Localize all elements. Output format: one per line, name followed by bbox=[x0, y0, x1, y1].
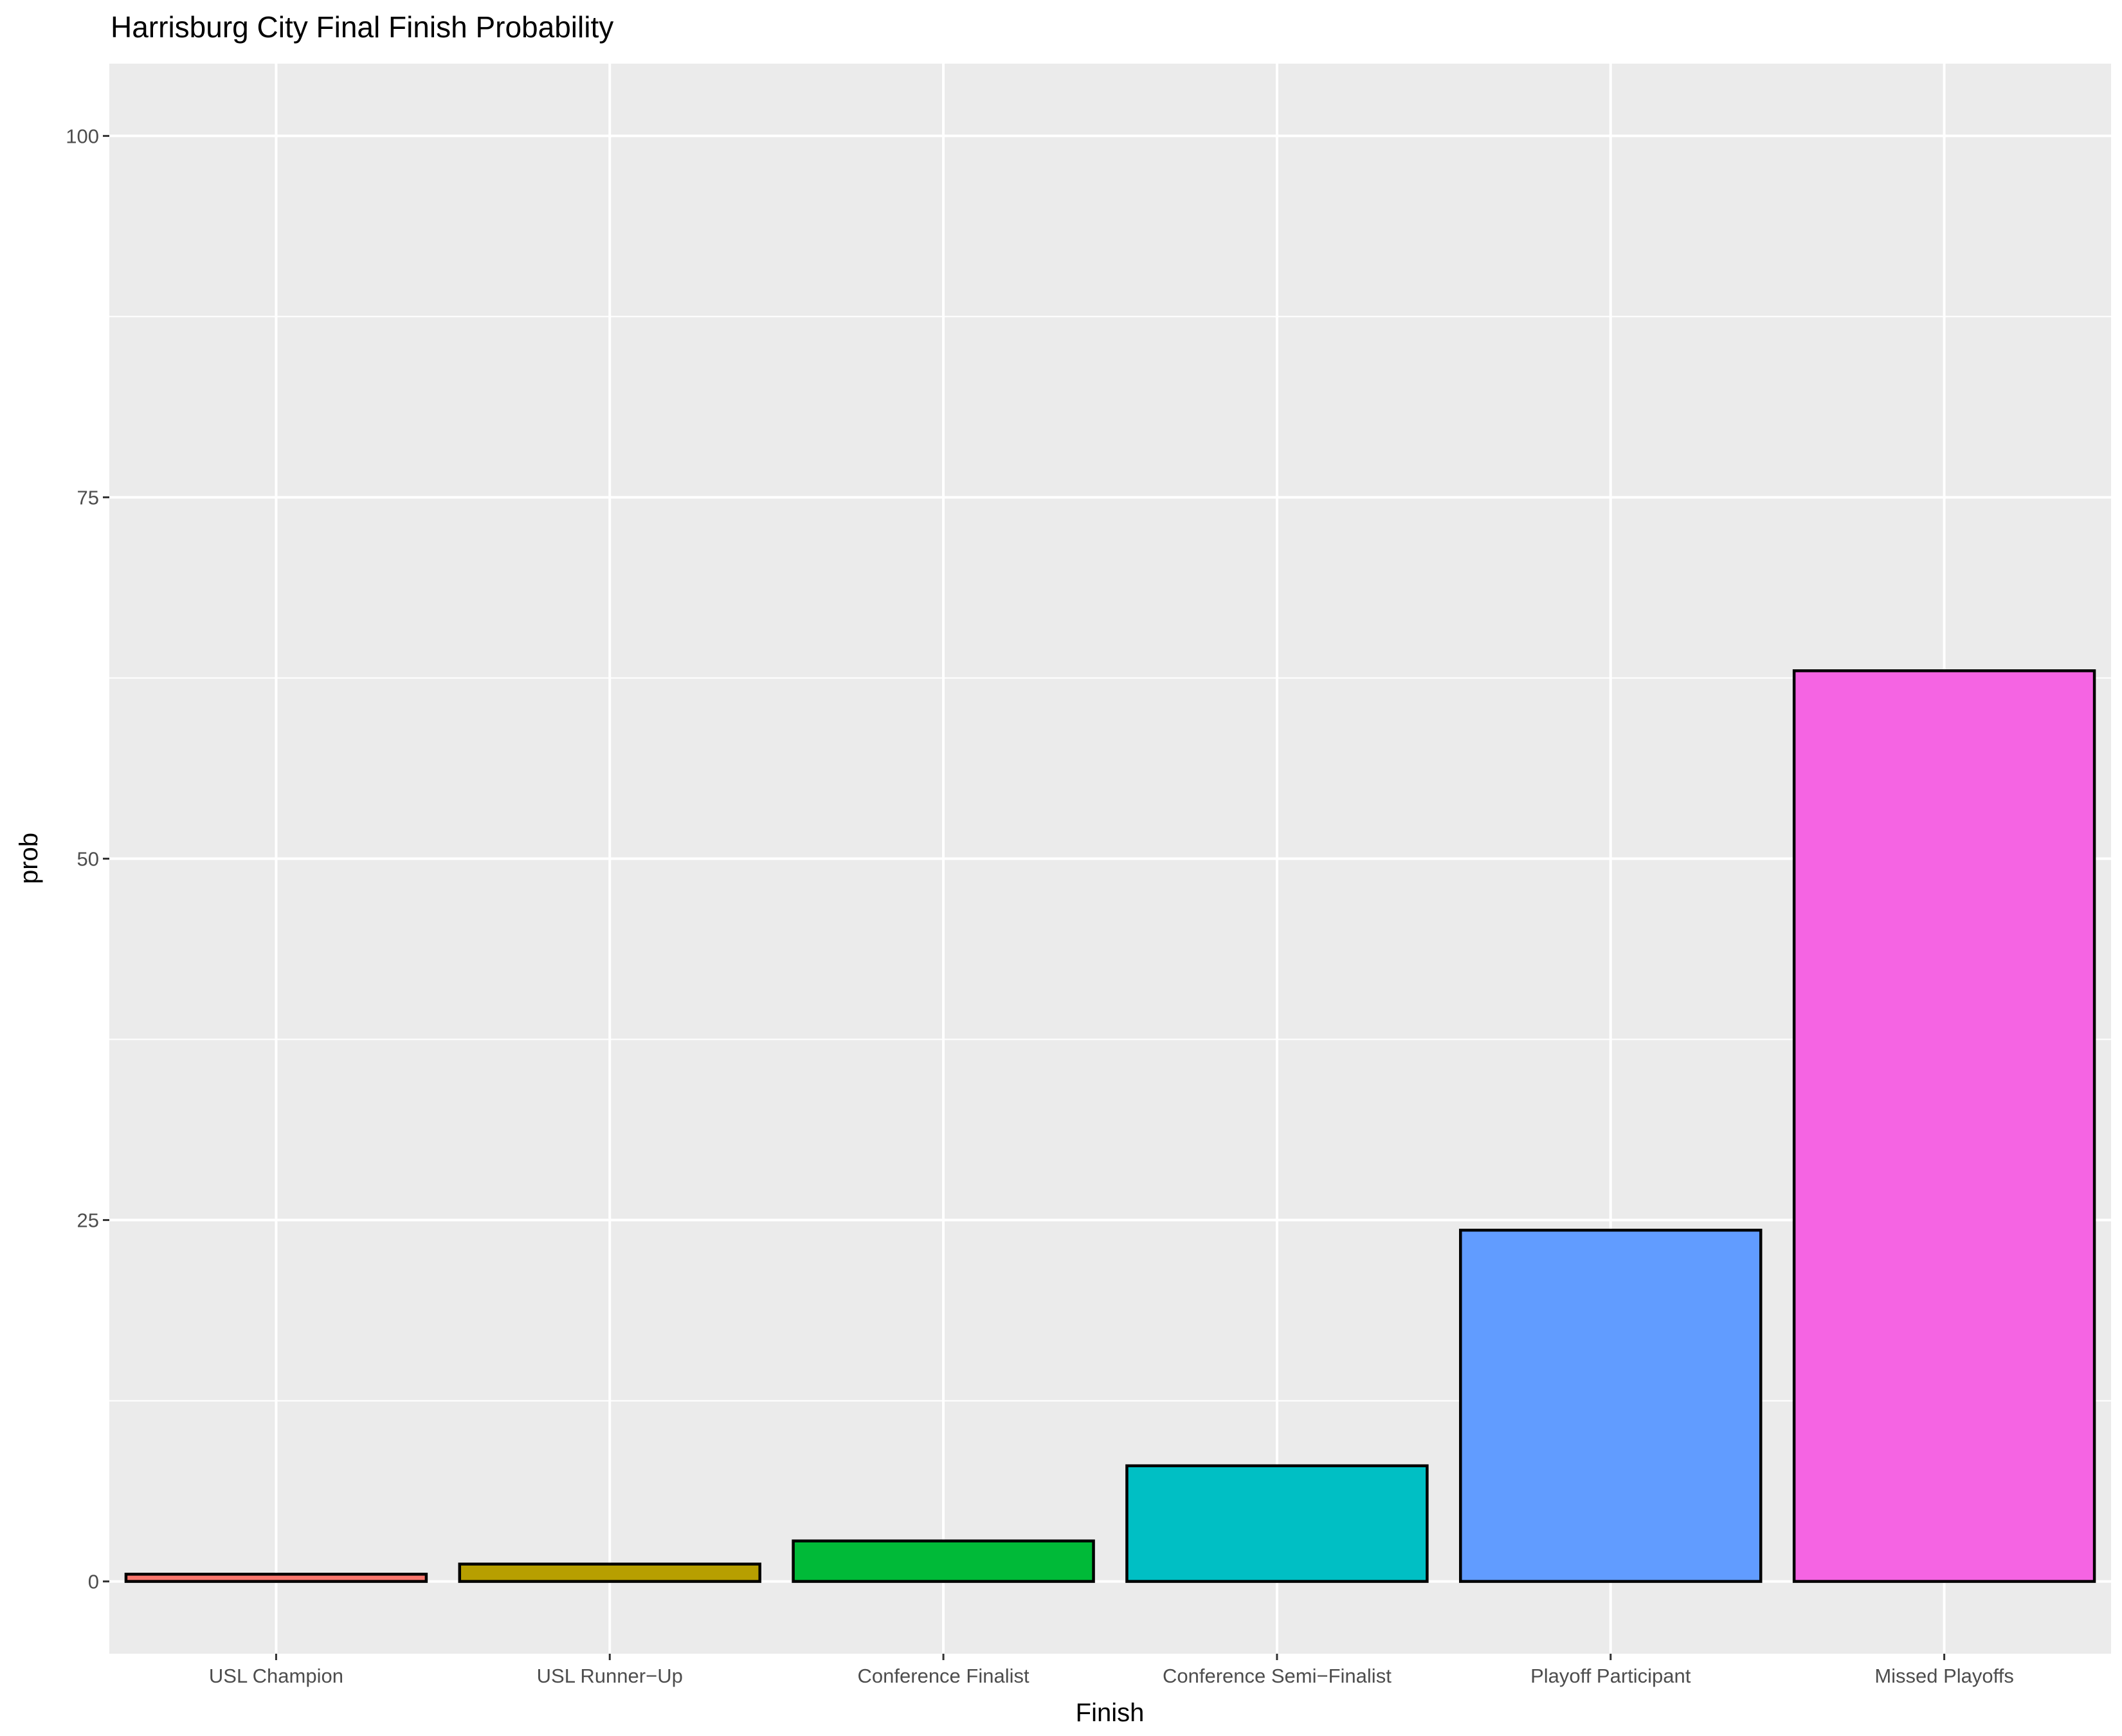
x-tick-label: USL Runner−Up bbox=[537, 1665, 683, 1687]
y-axis-title: prob bbox=[15, 833, 43, 884]
bar bbox=[1125, 1464, 1429, 1583]
y-tick-label: 100 bbox=[66, 125, 99, 147]
x-tick-label: Playoff Participant bbox=[1530, 1665, 1691, 1687]
bar bbox=[124, 1573, 428, 1583]
x-tick-label: USL Champion bbox=[209, 1665, 343, 1687]
y-tick-label: 0 bbox=[88, 1571, 99, 1593]
x-tick-label: Conference Semi−Finalist bbox=[1163, 1665, 1392, 1687]
bar bbox=[792, 1539, 1095, 1583]
bar bbox=[1459, 1229, 1763, 1583]
x-tick-label: Missed Playoffs bbox=[1874, 1665, 2014, 1687]
y-tick-label: 25 bbox=[77, 1209, 99, 1232]
y-tick-label: 75 bbox=[77, 486, 99, 509]
bar bbox=[458, 1562, 761, 1583]
y-tick-label: 50 bbox=[77, 848, 99, 871]
bar bbox=[1792, 669, 2096, 1583]
x-axis-title: Finish bbox=[1076, 1699, 1145, 1727]
chart-title: Harrisburg City Final Finish Probability bbox=[111, 10, 613, 44]
x-tick-label: Conference Finalist bbox=[858, 1665, 1029, 1687]
